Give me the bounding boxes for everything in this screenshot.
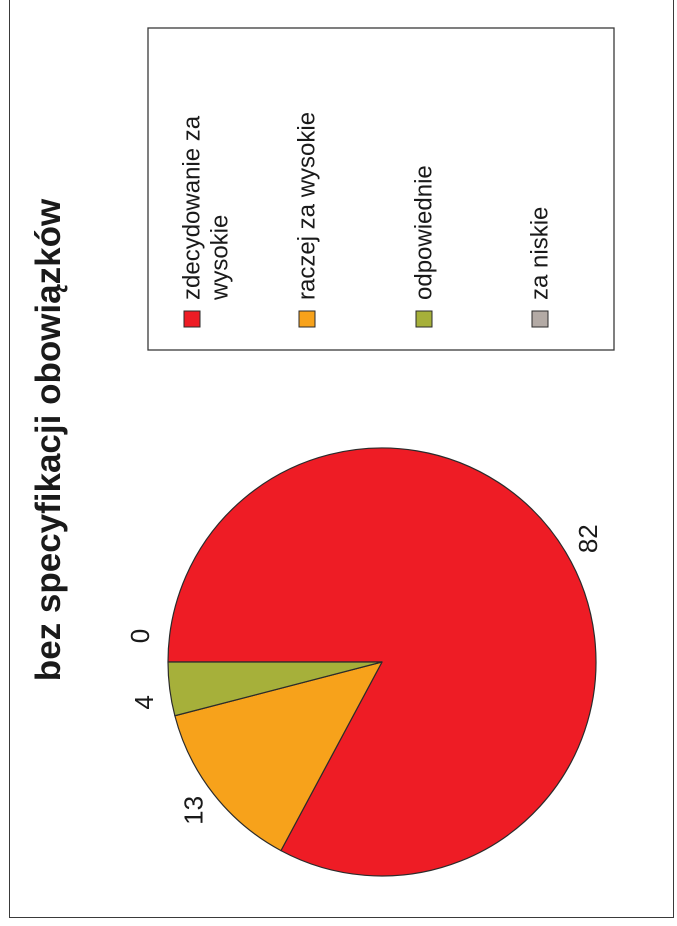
value-label-c: 4 — [129, 695, 159, 709]
pie-slice-b — [174, 661, 383, 852]
legend-label-c: odpowiednie — [411, 165, 438, 300]
value-label-b: 13 — [178, 796, 208, 825]
legend-swatch-a — [183, 310, 201, 328]
value-label-d: 0 — [125, 629, 155, 643]
chart-title: bez specyfikacji obowiązków — [29, 198, 68, 681]
legend: zdecydowanie za wysokie raczej za wysokie o… — [179, 112, 554, 328]
pie-slice-c — [167, 661, 383, 717]
legend-box — [147, 27, 615, 351]
legend-label-a-line2: wysokie — [207, 215, 234, 301]
chart-frame — [9, 0, 674, 918]
legend-label-d: za niskie — [527, 207, 554, 300]
legend-label-a-line1: zdecydowanie za — [179, 115, 206, 300]
legend-label-b: raczej za wysokie — [294, 112, 321, 300]
legend-swatch-b — [298, 310, 316, 328]
legend-swatch-d — [531, 310, 549, 328]
value-label-a: 82 — [573, 524, 603, 553]
value-labels: 82 13 4 0 — [125, 524, 603, 825]
legend-swatch-c — [415, 310, 433, 328]
pie-slices — [167, 447, 597, 877]
